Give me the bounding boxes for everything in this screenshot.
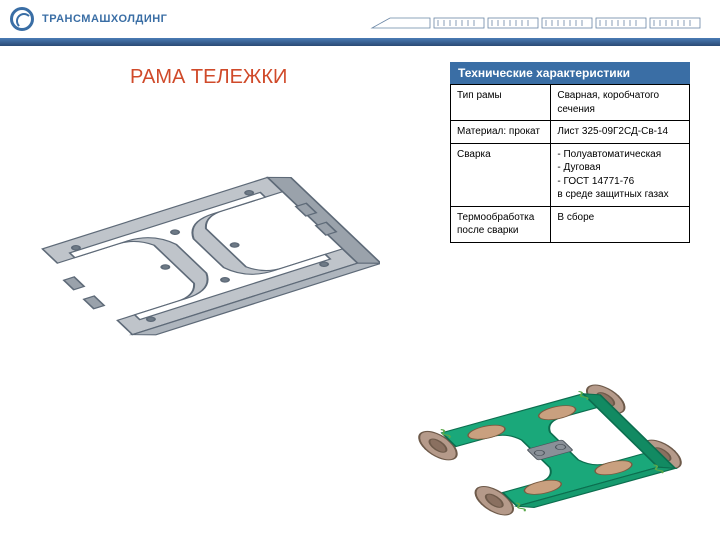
assembled-bogie-illustration (400, 350, 700, 530)
spec-value: - Полуавтоматическая - Дуговая - ГОСТ 14… (551, 143, 690, 206)
company-logo-icon (10, 7, 34, 31)
spec-label: Сварка (451, 143, 551, 206)
spec-value: Сварная, коробчатого сечения (551, 85, 690, 121)
content-area: РАМА ТЕЛЕЖКИ Технические характеристики … (0, 46, 720, 540)
spec-value: В сборе (551, 206, 690, 242)
spec-value: Лист 325-09Г2СД-Св-14 (551, 121, 690, 144)
spec-table: Тип рамы Сварная, коробчатого сечения Ма… (450, 84, 690, 243)
spec-label: Тип рамы (451, 85, 551, 121)
spec-panel: Технические характеристики Тип рамы Свар… (450, 62, 690, 243)
train-silhouette-icon (370, 14, 710, 32)
spec-header: Технические характеристики (450, 62, 690, 84)
bogie-frame-illustration (20, 106, 380, 366)
table-row: Термообработка после сварки В сборе (451, 206, 690, 242)
table-row: Тип рамы Сварная, коробчатого сечения (451, 85, 690, 121)
table-row: Материал: прокат Лист 325-09Г2СД-Св-14 (451, 121, 690, 144)
slide-page: ТРАНСМАШХОЛДИНГ РАМА ТЕЛЕЖКИ Технические… (0, 0, 720, 540)
spec-label: Термообработка после сварки (451, 206, 551, 242)
header: ТРАНСМАШХОЛДИНГ (0, 0, 720, 38)
spec-label: Материал: прокат (451, 121, 551, 144)
header-accent-bar (0, 38, 720, 46)
table-row: Сварка - Полуавтоматическая - Дуговая - … (451, 143, 690, 206)
brand-text: ТРАНСМАШХОЛДИНГ (42, 13, 167, 25)
